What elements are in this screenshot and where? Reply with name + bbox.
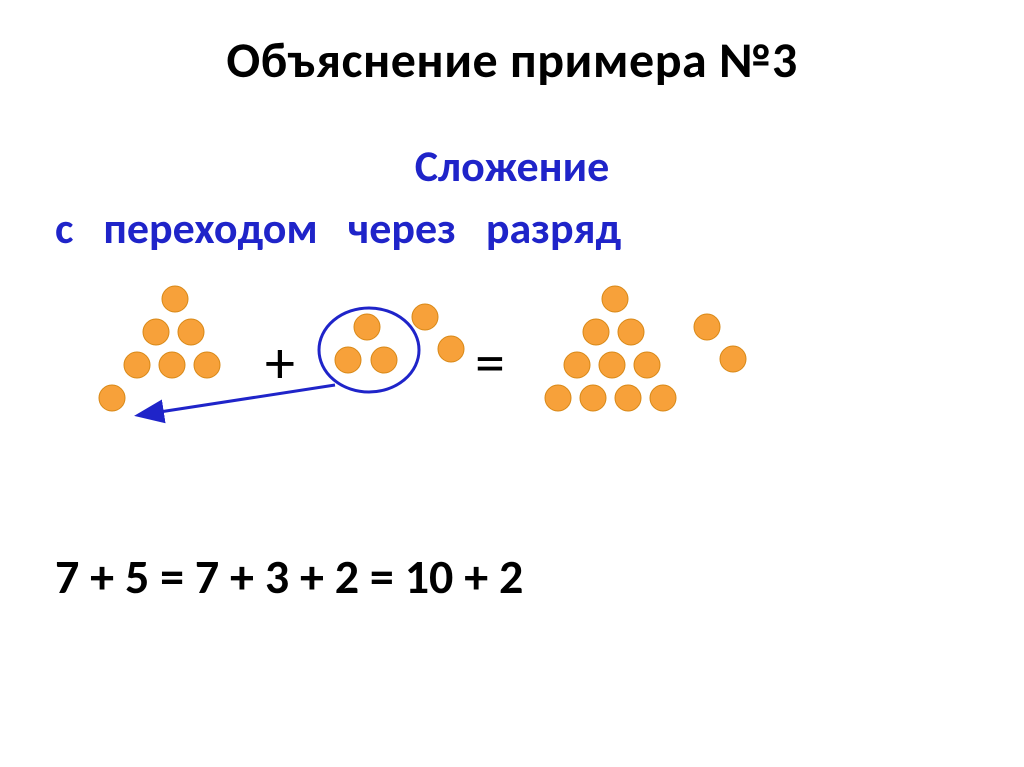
dot-icon <box>99 385 125 411</box>
dot-icon <box>143 319 169 345</box>
plus-operator: + <box>265 327 295 400</box>
dot-icon <box>720 346 746 372</box>
dot-icon <box>694 314 720 340</box>
slide-title: Объяснение примера №3 <box>0 30 1024 91</box>
dot-icon <box>159 352 185 378</box>
dot-icon <box>618 319 644 345</box>
dot-icon <box>354 314 380 340</box>
dot-icon <box>194 352 220 378</box>
subtitle-line2: с переходом через разряд <box>0 201 1024 255</box>
dot-icon <box>599 352 625 378</box>
dot-icon <box>650 385 676 411</box>
dot-icon <box>615 385 641 411</box>
dot-icon <box>564 352 590 378</box>
dot-icon <box>580 385 606 411</box>
subtitle-line1: Сложение <box>0 139 1024 193</box>
dot-diagram: + = <box>55 287 1024 487</box>
equation-line: 7 + 5 = 7 + 3 + 2 = 10 + 2 <box>55 547 1024 606</box>
dot-icon <box>124 352 150 378</box>
dot-icon <box>545 385 571 411</box>
dot-icon <box>602 286 628 312</box>
dot-icon <box>634 352 660 378</box>
equals-operator: = <box>475 327 505 400</box>
dot-icon <box>583 319 609 345</box>
arrow-icon <box>140 385 335 415</box>
dot-icon <box>412 304 438 330</box>
slide: Объяснение примера №3 Сложение с переход… <box>0 0 1024 767</box>
dot-icon <box>335 347 361 373</box>
dot-icon <box>162 286 188 312</box>
dot-icon <box>178 319 204 345</box>
dot-icon <box>371 347 397 373</box>
dot-icon <box>438 336 464 362</box>
